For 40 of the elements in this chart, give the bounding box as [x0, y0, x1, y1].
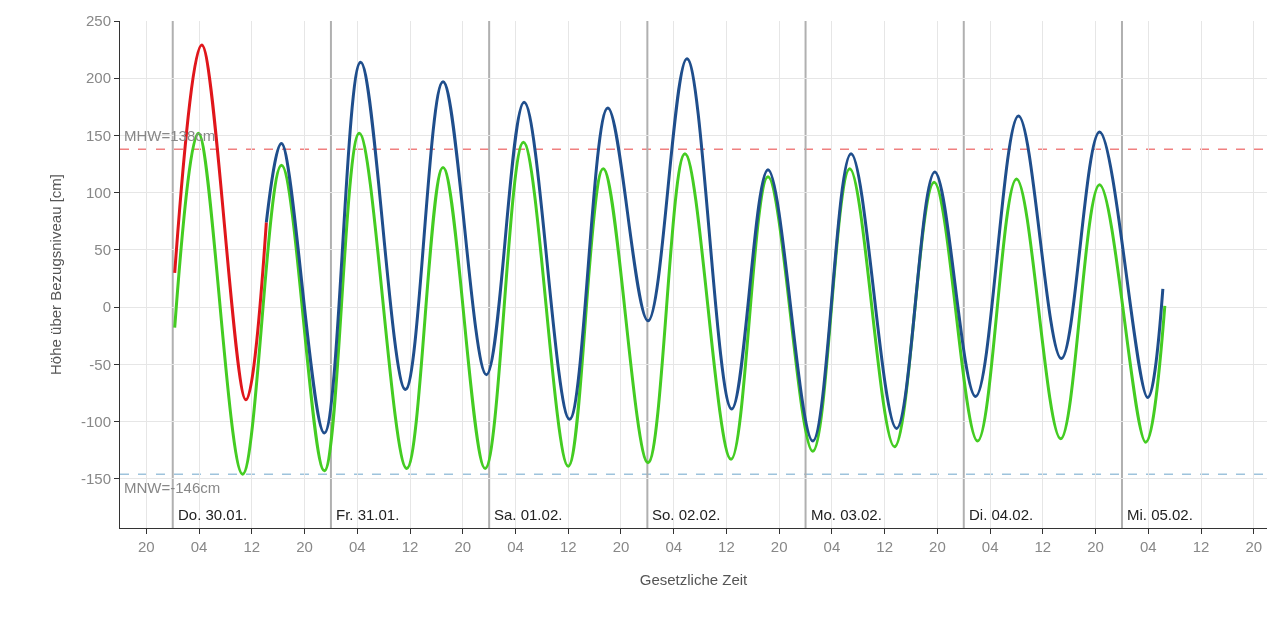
x-tick-label: 12: [876, 538, 894, 555]
x-tick-label: 20: [1087, 538, 1104, 555]
ref-line-label: Di. 04.02.: [969, 506, 1034, 523]
y-tick-label: 100: [85, 183, 111, 201]
y-tick-label: -50: [89, 355, 111, 373]
x-tick-label: 12: [1192, 538, 1210, 555]
x-tick-label: 12: [718, 538, 735, 555]
y-tick-label: -150: [80, 470, 111, 488]
x-tick-label: 04: [823, 538, 841, 555]
x-axis-title: Gesetzliche Zeit: [639, 571, 749, 588]
x-tick-label: 20: [454, 538, 472, 555]
x-tick-label: 20: [138, 538, 155, 555]
x-tick-label: 12: [243, 538, 261, 555]
x-tick-label: 04: [981, 538, 999, 555]
y-tick-label: 0: [102, 298, 111, 316]
y-tick-label: 150: [85, 126, 111, 144]
ref-line-label: Sa. 01.02.: [494, 506, 563, 523]
ref-line-label: Do. 30.01.: [178, 506, 248, 523]
x-tick-label: 12: [1034, 538, 1052, 555]
y-tick-label: -100: [80, 412, 111, 430]
x-tick-label: 12: [559, 538, 577, 555]
x-tick-label: 04: [348, 538, 366, 555]
y-tick-label: 250: [85, 12, 111, 30]
x-tick-label: 20: [770, 538, 788, 555]
x-tick-label: 04: [507, 538, 524, 555]
x-tick-label: 04: [665, 538, 683, 555]
x-tick-label: 04: [190, 538, 208, 555]
x-tick-label: 20: [612, 538, 630, 555]
ref-line-label: Mo. 03.02.: [811, 506, 882, 523]
ref-line-label: So. 02.02.: [652, 506, 721, 523]
x-tick-label: 04: [1140, 538, 1157, 555]
x-tick-label: 12: [401, 538, 419, 555]
y-axis-title: Höhe über Bezugsniveau [cm]: [47, 174, 65, 375]
ref-line-label: Fr. 31.01.: [336, 506, 400, 523]
x-tick-label: 20: [1245, 538, 1263, 555]
x-tick-label: 20: [929, 538, 946, 555]
x-tick-label: 20: [296, 538, 313, 555]
y-tick-label: 50: [94, 241, 111, 259]
ref-line-label: Mi. 05.02.: [1127, 506, 1193, 523]
y-tick-label: 200: [85, 69, 111, 87]
